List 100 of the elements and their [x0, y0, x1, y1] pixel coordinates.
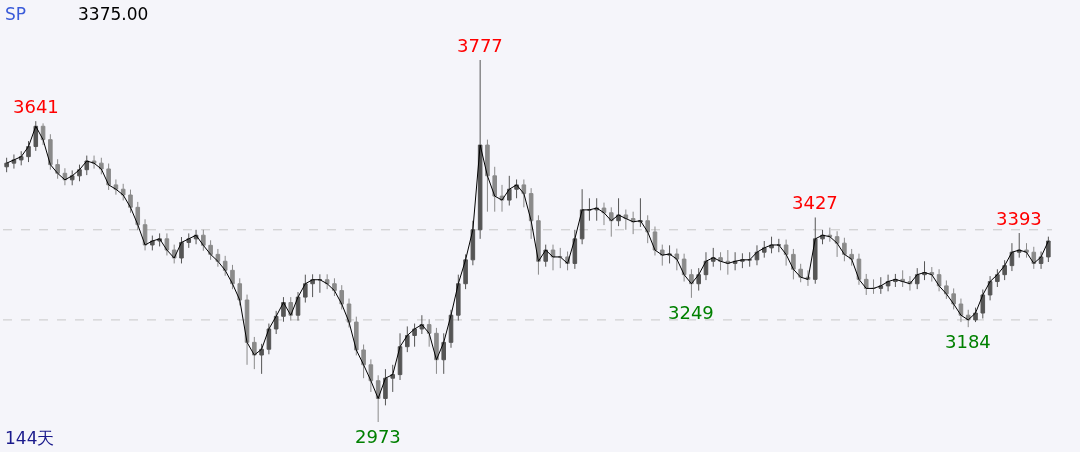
- candlestick: [237, 277, 243, 306]
- candlestick: [492, 166, 497, 213]
- candlestick: [383, 368, 388, 406]
- candlestick: [812, 216, 818, 285]
- candlestick: [681, 253, 687, 283]
- candlestick: [84, 155, 90, 176]
- annotation: 3249: [668, 302, 714, 323]
- annotation: 3641: [13, 96, 59, 117]
- candlestick: [135, 201, 141, 231]
- candlestick: [106, 163, 111, 191]
- annotation: 2973: [355, 426, 401, 447]
- candlestick: [142, 218, 148, 251]
- candlestick: [703, 251, 709, 281]
- candlestick: [558, 247, 563, 269]
- candlestick: [273, 310, 279, 335]
- candlestick: [405, 325, 410, 353]
- candlestick: [179, 236, 184, 264]
- candlestick: [244, 294, 250, 366]
- candlestick: [1024, 242, 1029, 259]
- annotation: 3184: [945, 331, 991, 352]
- candlestick: [295, 291, 301, 322]
- candlestick: [55, 158, 60, 180]
- candlestick: [732, 251, 738, 271]
- candlestick: [696, 267, 701, 292]
- candlestick: [798, 263, 803, 283]
- candlestick: [623, 209, 629, 231]
- candlestick: [485, 139, 490, 213]
- candlestick: [652, 226, 658, 256]
- candlestick: [397, 332, 403, 381]
- candlestick: [128, 189, 133, 214]
- candlestick: [120, 183, 126, 201]
- candlestick: [266, 323, 272, 355]
- candlestick: [1046, 236, 1051, 263]
- candlestick: [317, 273, 323, 294]
- candlestick: [791, 248, 796, 280]
- candlestick: [718, 251, 723, 271]
- candlestick: [113, 178, 119, 196]
- candlestick: [310, 273, 315, 298]
- candlestick: [958, 298, 964, 323]
- candlestick: [77, 164, 82, 182]
- candlestick: [26, 140, 31, 163]
- candlestick: [1009, 242, 1015, 272]
- candlestick: [164, 232, 170, 256]
- candlestick: [215, 248, 221, 268]
- candlestick: [871, 278, 876, 295]
- candlestick: [521, 178, 527, 208]
- candlestick: [470, 220, 476, 266]
- candlestick: [710, 247, 716, 268]
- candlestick: [186, 232, 192, 249]
- candlestick: [587, 197, 592, 222]
- candlestick: [601, 202, 607, 226]
- annotation: 3393: [996, 208, 1042, 229]
- candlestick: [354, 316, 359, 356]
- candlestick: [463, 253, 468, 290]
- candlestick: [390, 364, 396, 393]
- candlestick: [426, 318, 432, 348]
- candlestick: [456, 274, 461, 322]
- candlestick: [936, 268, 942, 292]
- candlestick: [230, 264, 235, 290]
- candlestick: [346, 298, 352, 329]
- text: 3375.00: [78, 4, 149, 24]
- candlestick: [441, 332, 447, 375]
- candlestick: [259, 343, 264, 375]
- candlestick: [849, 248, 854, 267]
- candlestick: [878, 276, 884, 295]
- candlestick: [616, 197, 621, 227]
- candlestick: [995, 268, 1000, 288]
- candlestick: [951, 287, 956, 310]
- text: 144天: [5, 428, 55, 448]
- candlestick: [208, 239, 213, 261]
- candlestick: [929, 266, 935, 283]
- candlestick: [579, 188, 585, 245]
- candlestick: [776, 238, 782, 253]
- candlestick: [11, 153, 17, 170]
- candlestick: [783, 239, 789, 267]
- candlestick: [69, 169, 75, 186]
- annotation: 3777: [457, 35, 503, 56]
- text: SP: [5, 4, 27, 24]
- candlestick: [303, 274, 308, 304]
- candlestick: [332, 277, 337, 297]
- candlestick: [645, 214, 650, 244]
- candlestick: [507, 175, 512, 207]
- candlestick: [973, 307, 978, 323]
- annotation: 3427: [792, 192, 838, 213]
- candlestick: [368, 358, 374, 393]
- candlestick: [980, 289, 986, 319]
- candlestick: [528, 187, 534, 240]
- candlestick: [747, 251, 752, 268]
- candlestick: [477, 60, 483, 240]
- candlestick: [412, 323, 417, 348]
- candlestick: [761, 240, 767, 259]
- candlestick: [863, 273, 869, 296]
- candlestick: [754, 244, 760, 266]
- candlestick: [572, 229, 578, 270]
- candlestick: [674, 248, 680, 271]
- candlestick: [856, 253, 862, 286]
- candlestick: [4, 157, 9, 173]
- candlestick: [1002, 259, 1007, 281]
- candlestick: [361, 344, 366, 379]
- candlestick: [834, 230, 840, 258]
